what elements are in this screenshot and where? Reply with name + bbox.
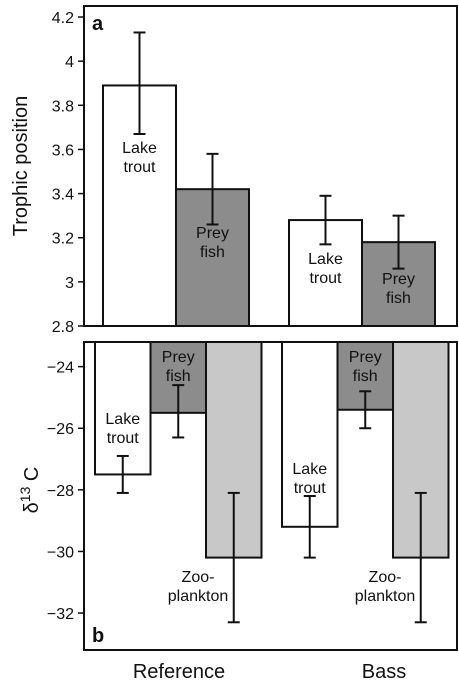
panel-b-letter: b [92,625,104,647]
panel-b-label-prey-fish-bass: Prey fish [349,349,382,385]
panel-a-y-tick-label-5: 3.8 [52,98,74,115]
panel-a-label-prey-fish-reference: Prey fish [196,225,229,261]
panel-a-y-tick-label-3: 3.4 [52,187,74,204]
panel-a-y-tick-label-0: 2.8 [52,319,74,336]
panel-b-y-tick-label-2: −28 [47,483,74,500]
panel-b-label-prey-fish-reference: Prey fish [162,349,195,385]
panel-b-y-tick-label-0: −24 [47,360,74,377]
panel-a-y-tick-label-1: 3 [65,275,74,292]
panel-b-y-tick-label-4: −32 [47,606,74,623]
panel-b-bar-lake-trout-reference [94,341,152,476]
panel-a-y-tick-label-7: 4.2 [52,10,74,27]
panel-a: a Trophic position 2.833.23.43.63.844.2 … [10,5,458,336]
panel-b-ylabel: δ13 C [17,467,43,514]
panel-a-y-tick-label-6: 4 [65,54,74,71]
panel-a-ylabel: Trophic position [10,96,32,236]
panel-a-y-tick-label-2: 3.2 [52,231,74,248]
panel-a-y-ticks: 2.8 3 3.2 3.4 3.6 3.8 4 4.2 [52,10,84,336]
panel-b-y-tick-label-3: −30 [47,544,74,561]
panel-b-label-zooplankton-reference: Zoo-plankton [168,569,229,605]
panel-a-y-tick-label-4: 3.6 [52,142,74,159]
panel-b-label-lake-trout-bass: Lake trout [292,461,327,497]
panel-b-y-ticks: −24 −26 −28 −30 −32 [47,360,84,623]
panel-a-label-prey-fish-bass: Prey fish [382,271,415,307]
panel-a-label-lake-trout-reference: Lake trout [122,140,157,176]
panel-b-label-zooplankton-bass: Zoo-plankton [355,569,416,605]
panel-b-y-tick-label-1: −26 [47,421,74,438]
category-label-bass: Bass [362,661,406,683]
category-labels: Reference Bass [133,661,406,683]
panel-b-label-lake-trout-reference: Lake trout [105,411,140,447]
panel-b-bars: Lake trout Lake trout Prey fish Prey fish Zoo-pl… [94,341,450,624]
panel-a-letter: a [92,13,104,35]
panel-a-label-lake-trout-bass: Lake trout [308,251,343,287]
panel-a-bars: Lake trout Lake trout Prey fish Prey fish [102,31,436,328]
category-label-reference: Reference [133,661,225,683]
